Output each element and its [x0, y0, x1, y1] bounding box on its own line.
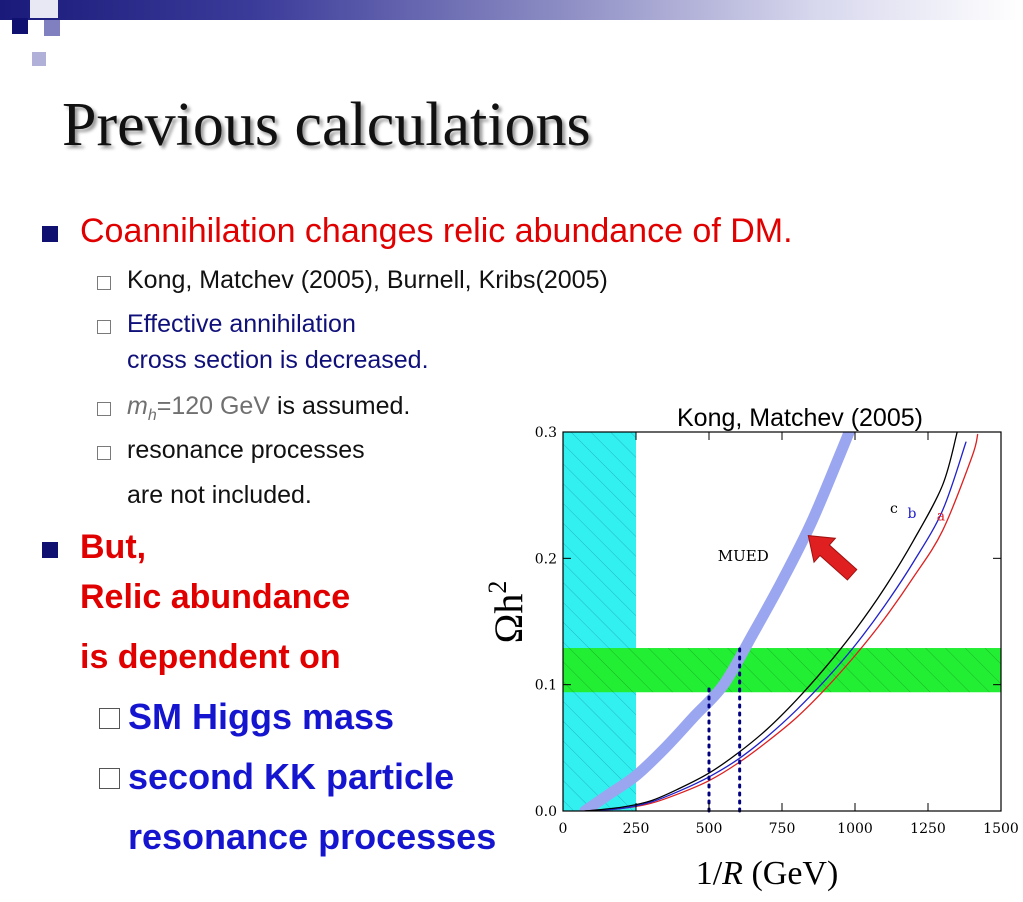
series-label-b: b [908, 506, 917, 522]
y-axis-label: Ωh2 [483, 581, 531, 644]
bullet-but: But, [80, 528, 147, 566]
logo-square-white [30, 0, 58, 18]
y-tick-label: 0.3 [535, 425, 557, 441]
y-tick-label: 0.2 [535, 551, 557, 567]
sub-bullet-resonance-line1: resonance processes [127, 436, 365, 464]
sub-bullet-resonance-processes: resonance processes [128, 816, 497, 857]
bullet-marker [42, 542, 58, 558]
y-tick-label: 0.0 [535, 804, 557, 820]
x-tick-label: 250 [623, 821, 650, 837]
sub-bullet-effective-line2: cross section is decreased. [127, 346, 429, 374]
excluded-region [563, 432, 636, 811]
bullet-dependent-on: is dependent on [80, 638, 341, 676]
mh-symbol: m [127, 392, 148, 420]
y-axis-label-main: Ωh [486, 594, 531, 644]
sub-bullet-resonance-line2: are not included. [127, 481, 312, 509]
mh-value: =120 GeV [156, 392, 271, 420]
x-axis-label-unit: (GeV) [743, 855, 838, 892]
y-axis-label-sup: 2 [483, 581, 512, 594]
x-tick-label: 1250 [910, 821, 946, 837]
sub-bullet-second-kk: second KK particle [128, 756, 455, 797]
bullet-marker [42, 226, 58, 242]
wmap-band [563, 648, 1001, 693]
sub-bullet-marker [97, 402, 111, 416]
series-label-a: a [937, 508, 945, 524]
x-axis-label-num: 1/ [696, 855, 723, 892]
sub-bullet-sm-higgs: SM Higgs mass [128, 696, 395, 737]
mh-subscript: h [147, 407, 157, 424]
sub-bullet-higgs-mass: mh=120 GeV is assumed. [127, 392, 410, 425]
x-tick-label: 1500 [983, 821, 1019, 837]
mh-assumed: is assumed. [270, 392, 411, 420]
logo-square-light [32, 52, 46, 66]
series-line-c [584, 432, 958, 811]
title-band [0, 0, 1023, 20]
x-tick-label: 1000 [837, 821, 873, 837]
sub-bullet-references: Kong, Matchev (2005), Burnell, Kribs(200… [127, 266, 608, 294]
logo-square-dark [12, 18, 28, 34]
series-line-a [584, 433, 979, 811]
x-tick-label: 500 [696, 821, 723, 837]
x-tick-label: 750 [769, 821, 796, 837]
logo-square-mid [44, 20, 60, 36]
sub-bullet-marker [97, 276, 111, 290]
arrow-icon [807, 535, 858, 581]
y-tick-label: 0.1 [535, 678, 557, 694]
chart-title: Kong, Matchev (2005) [677, 404, 923, 432]
x-tick-label: 0 [559, 821, 568, 837]
x-axis-label-var: R [721, 855, 743, 892]
sub-bullet-marker [97, 446, 111, 460]
slide-title: Previous calculations [62, 91, 591, 159]
sub-bullet-marker [99, 708, 120, 729]
series-line-mued [579, 432, 855, 811]
sub-bullet-marker [97, 320, 111, 334]
series-line-b [584, 441, 967, 811]
sub-bullet-marker [99, 768, 120, 789]
series-label-c: c [890, 501, 898, 517]
bullet-relic-abundance: Relic abundance [80, 578, 351, 616]
x-axis-label: 1/R (GeV) [696, 855, 839, 892]
mued-annotation: MUED [718, 547, 769, 565]
sub-bullet-effective-line1: Effective annihilation [127, 310, 356, 338]
bullet-coannihilation: Coannihilation changes relic abundance o… [80, 212, 793, 250]
